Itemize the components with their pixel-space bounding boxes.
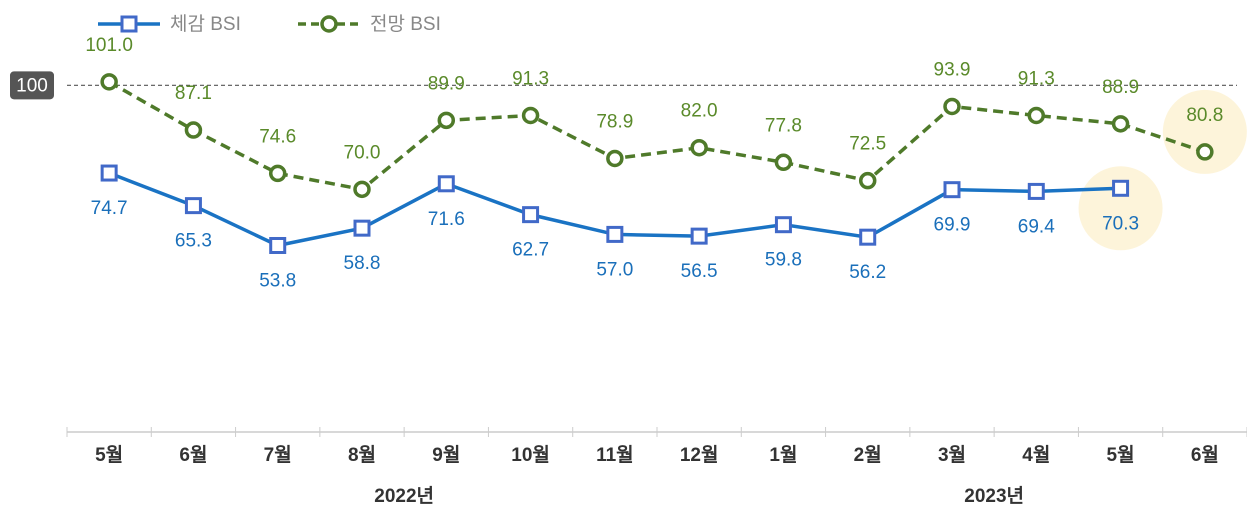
legend-label: 전망 BSI <box>370 13 441 35</box>
data-label: 87.1 <box>175 83 212 104</box>
marker <box>690 138 708 157</box>
marker <box>943 181 961 199</box>
data-label: 101.0 <box>85 35 133 56</box>
marker <box>522 206 540 224</box>
marker <box>100 73 118 91</box>
marker <box>774 153 793 172</box>
data-label: 91.3 <box>512 69 549 90</box>
marker <box>774 216 792 234</box>
marker <box>690 227 708 245</box>
marker <box>437 175 455 193</box>
reference-label-bg <box>10 71 54 100</box>
data-label: 56.5 <box>681 261 718 282</box>
data-label: 91.3 <box>1018 69 1055 90</box>
x-tick-label: 5월 <box>1107 444 1135 466</box>
marker <box>353 219 371 237</box>
reference-label: 100 <box>16 75 48 96</box>
x-tick-label: 6월 <box>179 444 207 466</box>
legend-marker <box>320 15 338 33</box>
x-tick-label: 1월 <box>769 444 797 466</box>
data-label: 93.9 <box>934 59 971 80</box>
data-label: 88.9 <box>1102 77 1139 98</box>
data-label: 69.4 <box>1018 216 1055 237</box>
x-tick-label: 7월 <box>264 444 292 466</box>
x-tick-label: 9월 <box>432 444 460 466</box>
marker <box>859 228 877 246</box>
highlight <box>1078 166 1163 251</box>
data-label: 53.8 <box>259 271 296 292</box>
group-label: 2022년 <box>374 485 434 507</box>
legend-label: 체감 BSI <box>170 13 241 35</box>
data-label: 74.6 <box>259 126 296 147</box>
data-label: 65.3 <box>175 231 212 252</box>
data-label: 89.9 <box>428 73 465 94</box>
marker <box>606 149 624 168</box>
data-label: 80.8 <box>1186 105 1223 126</box>
series-line <box>108 80 1206 192</box>
data-label: 70.0 <box>344 142 381 163</box>
marker <box>1112 179 1130 197</box>
data-label: 69.9 <box>934 215 971 236</box>
data-label: 58.8 <box>344 253 381 274</box>
marker <box>943 97 961 116</box>
marker <box>606 225 624 243</box>
marker <box>437 111 456 130</box>
data-label: 59.8 <box>765 250 802 271</box>
data-label: 70.3 <box>1102 213 1139 234</box>
data-label: 82.0 <box>681 101 718 122</box>
x-tick-label: 8월 <box>348 444 376 466</box>
marker <box>353 180 371 199</box>
highlight <box>1162 89 1247 174</box>
x-tick-label: 11월 <box>596 444 634 466</box>
marker <box>1027 182 1045 200</box>
x-tick-label: 4월 <box>1022 444 1050 466</box>
x-tick-label: 10월 <box>511 444 550 466</box>
data-label: 74.7 <box>91 198 128 219</box>
x-tick-label: 6월 <box>1191 444 1219 466</box>
data-label: 72.5 <box>849 134 886 155</box>
marker <box>1196 143 1214 161</box>
data-label: 62.7 <box>512 240 549 261</box>
data-label: 57.0 <box>596 259 633 280</box>
x-tick-label: 2월 <box>854 444 882 466</box>
marker <box>521 106 540 125</box>
marker <box>269 236 287 254</box>
marker <box>858 171 877 190</box>
data-label: 77.8 <box>765 115 802 136</box>
marker <box>184 121 203 139</box>
data-label: 56.2 <box>849 262 886 283</box>
x-tick-label: 5월 <box>95 444 123 466</box>
group-label: 2023년 <box>964 485 1024 507</box>
legend-marker <box>120 15 138 33</box>
marker <box>268 164 287 183</box>
x-tick-label: 12월 <box>680 444 719 466</box>
marker <box>184 197 202 215</box>
data-label: 71.6 <box>428 209 465 230</box>
data-label: 78.9 <box>596 111 633 132</box>
marker <box>1111 115 1130 133</box>
marker <box>100 164 118 182</box>
x-tick-label: 3월 <box>938 444 966 466</box>
marker <box>1027 106 1046 125</box>
